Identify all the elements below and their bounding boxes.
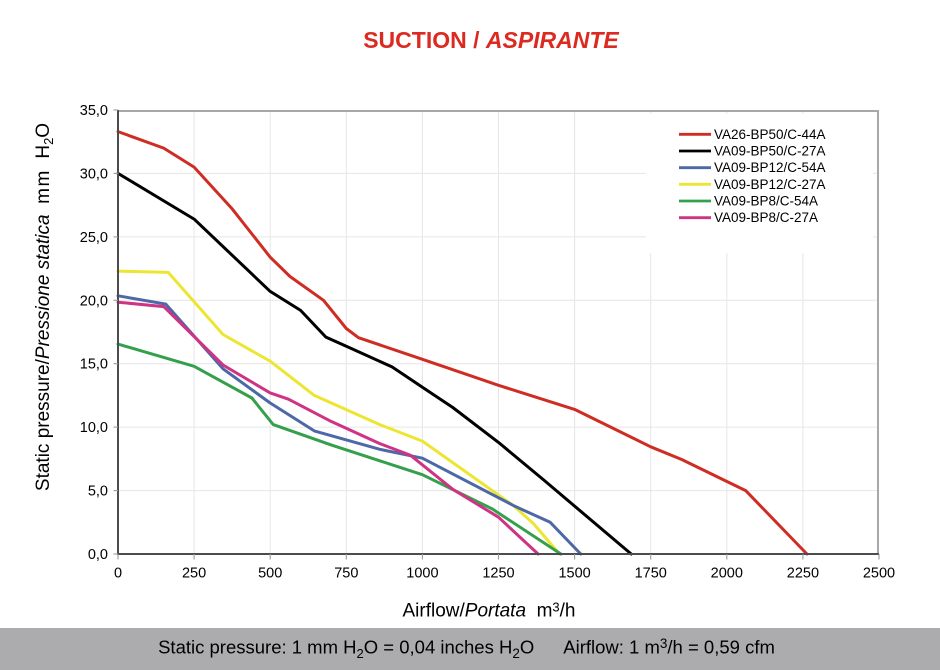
svg-text:Static pressure: 1 mm H2O = 0,: Static pressure: 1 mm H2O = 0,04 inches … xyxy=(158,636,775,661)
svg-text:0: 0 xyxy=(114,566,122,582)
svg-text:35,0: 35,0 xyxy=(80,103,108,119)
svg-text:15,0: 15,0 xyxy=(80,357,108,373)
svg-text:0,0: 0,0 xyxy=(88,547,108,563)
svg-text:25,0: 25,0 xyxy=(80,230,108,246)
svg-text:SUCTION / ASPIRANTE: SUCTION / ASPIRANTE xyxy=(363,27,619,53)
svg-text:10,0: 10,0 xyxy=(80,420,108,436)
svg-text:VA09-BP12/C-54A: VA09-BP12/C-54A xyxy=(714,160,826,175)
svg-text:5,0: 5,0 xyxy=(88,484,108,500)
svg-text:1000: 1000 xyxy=(406,566,438,582)
svg-text:30,0: 30,0 xyxy=(80,166,108,182)
svg-text:VA26-BP50/C-44A: VA26-BP50/C-44A xyxy=(714,127,826,142)
svg-text:1750: 1750 xyxy=(635,566,667,582)
svg-text:1500: 1500 xyxy=(558,566,590,582)
svg-text:VA09-BP8/C-54A: VA09-BP8/C-54A xyxy=(714,194,818,209)
svg-text:250: 250 xyxy=(182,566,206,582)
svg-text:2250: 2250 xyxy=(787,566,819,582)
svg-text:2000: 2000 xyxy=(711,566,743,582)
svg-text:VA09-BP8/C-27A: VA09-BP8/C-27A xyxy=(714,210,818,225)
svg-text:20,0: 20,0 xyxy=(80,293,108,309)
svg-text:1250: 1250 xyxy=(482,566,514,582)
svg-text:Airflow/Portata m3/h: Airflow/Portata m3/h xyxy=(402,600,575,622)
svg-text:VA09-BP12/C-27A: VA09-BP12/C-27A xyxy=(714,177,826,192)
svg-text:500: 500 xyxy=(258,566,282,582)
svg-text:VA09-BP50/C-27A: VA09-BP50/C-27A xyxy=(714,144,826,159)
svg-text:2500: 2500 xyxy=(863,566,895,582)
svg-text:Static pressure/Pressione stat: Static pressure/Pressione statica mm H2O xyxy=(33,123,56,491)
svg-text:750: 750 xyxy=(334,566,358,582)
